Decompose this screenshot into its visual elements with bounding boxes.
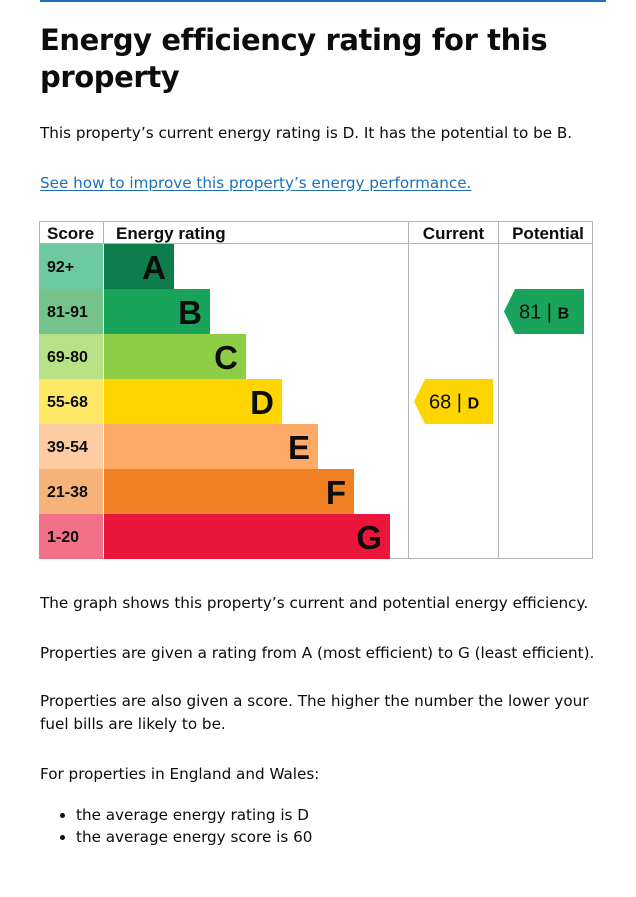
rating-bar-a (104, 244, 174, 289)
score-range-e: 39-54 (47, 439, 88, 456)
score-column-header: Score (47, 224, 94, 243)
score-range-d: 55-68 (47, 394, 88, 411)
potential-column-header: Potential (512, 224, 584, 243)
potential-rating-arrow (504, 289, 584, 334)
score-cell-c (39, 334, 103, 379)
intro-text: This property’s current energy rating is… (40, 124, 573, 142)
rating-letter-f: F (326, 474, 346, 511)
rating-letter-g: G (356, 519, 382, 556)
rating-bar-d (104, 379, 282, 424)
current-column-header: Current (423, 224, 485, 243)
score-cell-d (39, 379, 103, 424)
rating-letter-b: B (178, 294, 202, 331)
regional-averages-heading: For properties in England and Wales: (40, 765, 320, 783)
energy-rating-column-header: Energy rating (116, 224, 226, 243)
rating-letter-e: E (288, 429, 310, 466)
averages-list: the average energy rating is D the avera… (40, 804, 312, 848)
score-range-g: 1-20 (47, 529, 79, 546)
energy-rating-chart: Score Energy rating Current Potential 92… (39, 221, 593, 559)
graph-explanation-text: The graph shows this property’s current … (40, 594, 589, 612)
rating-bar-b (104, 289, 210, 334)
rating-letter-d: D (250, 384, 274, 421)
current-rating-label: 68 | D (429, 392, 479, 414)
current-rating-arrow (414, 379, 493, 424)
score-cell-f (39, 469, 103, 514)
score-cell-b (39, 289, 103, 334)
improve-performance-link[interactable]: See how to improve this property’s energ… (40, 174, 472, 192)
score-range-f: 21-38 (47, 484, 88, 501)
rating-letter-a: A (142, 249, 166, 286)
score-cell-g (39, 514, 103, 559)
rating-bar-c (104, 334, 246, 379)
score-range-a: 92+ (47, 259, 74, 276)
score-range-b: 81-91 (47, 304, 88, 321)
rating-bands: 92+ A 81-91 B 69-80 C 55-68 D 39-54 E 21-38 F 1-20 G (39, 244, 390, 559)
rating-letter-c: C (214, 339, 238, 376)
rating-indicators: 68 | D 81 | B (414, 289, 584, 424)
rating-bar-g (104, 514, 390, 559)
score-range-c: 69-80 (47, 349, 88, 366)
score-explanation-text: Properties are also given a score. The h… (40, 692, 589, 733)
average-score-item: the average energy score is 60 (76, 826, 312, 848)
average-rating-item: the average energy rating is D (76, 804, 312, 826)
rating-bar-e (104, 424, 318, 469)
rating-scale-text: Properties are given a rating from A (mo… (40, 644, 595, 662)
score-cell-e (39, 424, 103, 469)
rating-bar-f (104, 469, 354, 514)
score-cell-a (39, 244, 103, 289)
potential-rating-label: 81 | B (519, 302, 569, 324)
page-title: Energy efficiency rating for this proper… (40, 23, 548, 94)
top-rule (40, 0, 606, 2)
